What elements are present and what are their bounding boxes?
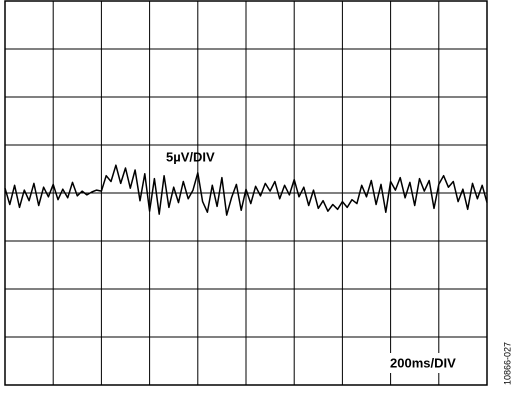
figure-id: 10866-027 — [502, 342, 512, 385]
label-background — [387, 353, 469, 373]
trace — [4, 164, 488, 216]
vertical-scale-label: 5µV/DIV — [166, 149, 215, 164]
plot-frame — [4, 0, 488, 386]
horizontal-scale-label: 200ms/DIV — [390, 355, 456, 370]
